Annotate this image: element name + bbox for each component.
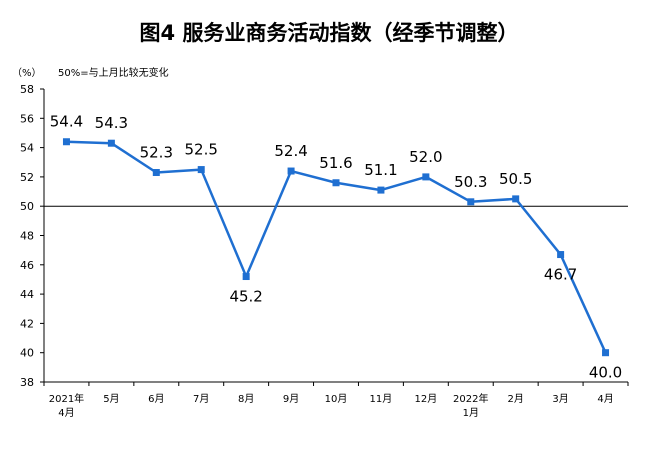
data-labels: 54.4 54.3 52.3 52.5 45.2 52.4 51.6 51.1 52.0 50.3… — [50, 113, 622, 382]
y-tick-label: 46 — [20, 259, 34, 272]
data-label: 46.7 — [544, 266, 577, 284]
data-label: 51.1 — [364, 161, 397, 179]
data-point — [557, 251, 565, 259]
data-point — [332, 179, 340, 187]
y-tick-label: 52 — [20, 171, 34, 184]
x-axis-ticks: 2021年 4月 5月 6月 7月 8月 9月 10月 11月 12月 2022年 1月 2月 3月 4月 — [43, 382, 629, 419]
data-label: 51.6 — [319, 154, 352, 172]
data-point — [422, 173, 430, 181]
y-tick-label: 40 — [20, 347, 34, 360]
x-tick-label: 2022年 — [453, 392, 488, 405]
data-point — [602, 349, 610, 357]
x-tick-label: 5月 — [103, 393, 119, 405]
x-tick-label: 11月 — [370, 393, 393, 405]
y-tick-label: 56 — [20, 112, 34, 125]
chart-title: 图4 服务业商务活动指数（经季节调整） — [140, 21, 519, 45]
x-tick-label: 12月 — [414, 393, 437, 405]
data-label: 45.2 — [229, 288, 262, 306]
y-tick-label: 38 — [20, 376, 34, 389]
data-point — [512, 195, 520, 203]
data-label: 52.5 — [185, 141, 218, 159]
y-tick-label: 48 — [20, 230, 34, 243]
x-tick-label: 2021年 — [49, 392, 84, 405]
data-point — [287, 167, 295, 175]
data-point — [377, 186, 385, 194]
data-point — [152, 169, 160, 177]
data-label: 54.3 — [95, 114, 128, 132]
data-point — [197, 166, 205, 174]
data-point — [467, 198, 475, 206]
data-point — [107, 139, 115, 147]
x-tick-label: 4月 — [597, 393, 613, 405]
data-label: 54.4 — [50, 113, 83, 131]
x-tick-label: 10月 — [325, 393, 348, 405]
data-label: 52.4 — [274, 142, 307, 160]
reference-note: 50%=与上月比较无变化 — [58, 66, 169, 79]
x-tick-label: 1月 — [463, 407, 479, 419]
series-points — [62, 138, 610, 357]
x-tick-label: 7月 — [193, 393, 209, 405]
data-label: 40.0 — [589, 364, 622, 382]
data-point — [242, 273, 250, 281]
y-unit-label: （%） — [12, 67, 42, 79]
x-tick-label: 6月 — [148, 393, 164, 405]
data-point — [62, 138, 70, 146]
y-axis-ticks: 38 40 42 44 46 48 50 52 54 56 58 — [20, 83, 44, 389]
data-label: 50.5 — [499, 170, 532, 188]
x-tick-label: 8月 — [238, 393, 254, 405]
y-tick-label: 50 — [20, 200, 34, 213]
x-tick-label: 9月 — [283, 393, 299, 405]
data-label: 52.0 — [409, 148, 442, 166]
x-tick-label: 3月 — [552, 393, 568, 405]
x-tick-label: 4月 — [58, 407, 74, 419]
data-label: 52.3 — [140, 144, 173, 162]
y-tick-label: 54 — [20, 142, 34, 155]
y-tick-label: 44 — [20, 288, 34, 301]
data-label: 50.3 — [454, 173, 487, 191]
y-tick-label: 58 — [20, 83, 34, 96]
y-tick-label: 42 — [20, 317, 34, 330]
x-tick-label: 2月 — [508, 393, 524, 405]
